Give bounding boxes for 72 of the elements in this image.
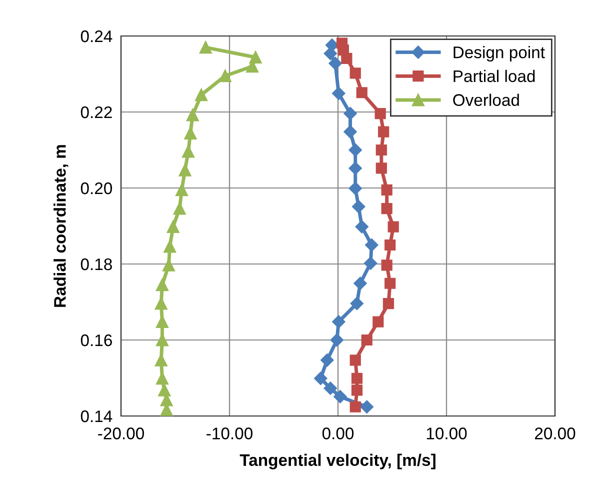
x-tick-label: -10.00 (206, 428, 252, 440)
point (324, 46, 337, 60)
point (344, 125, 357, 138)
point (384, 278, 396, 289)
point (365, 238, 378, 252)
point (184, 127, 197, 140)
point (332, 86, 346, 100)
point (324, 382, 337, 395)
y-tick-label: 0.18 (80, 258, 112, 270)
legend-label: Partial load (454, 70, 535, 82)
x-tick-label: 10.00 (426, 428, 467, 440)
x-tick-label: 20.00 (534, 428, 576, 440)
point (348, 162, 362, 175)
point (351, 384, 363, 396)
point (372, 316, 384, 328)
y-tick-label: 0.20 (80, 182, 112, 194)
point (156, 316, 168, 328)
y-tick-label: 0.14 (80, 410, 112, 422)
legend-label: Design point (454, 46, 545, 62)
point (154, 297, 168, 310)
legend-label: Overload (453, 94, 519, 106)
point (381, 184, 392, 196)
point (158, 384, 171, 396)
point (199, 41, 212, 54)
point (381, 260, 392, 271)
point (364, 256, 378, 270)
point (218, 70, 232, 82)
point (388, 221, 399, 232)
point (328, 56, 342, 70)
y-tick-label: 0.22 (80, 106, 112, 118)
y-tick-label: 0.16 (80, 334, 112, 346)
point (341, 52, 352, 64)
point (350, 401, 361, 412)
point (344, 106, 357, 120)
point (356, 87, 368, 98)
point (374, 108, 386, 120)
point (378, 126, 390, 138)
x-tick-label: 0.00 (322, 428, 354, 440)
point (384, 239, 396, 251)
point (381, 202, 392, 214)
point (334, 390, 347, 404)
point (332, 315, 346, 328)
point (350, 68, 361, 79)
point (351, 372, 363, 384)
point (382, 298, 394, 310)
x-axis-title: Tangential velocity, [m/s] (240, 454, 436, 470)
point (164, 240, 176, 253)
point (166, 220, 180, 234)
point (176, 184, 188, 196)
point (156, 278, 168, 292)
point (195, 88, 208, 102)
point (348, 143, 362, 157)
y-axis-title: Radial coordinate, m (54, 145, 68, 307)
point (314, 372, 328, 385)
point (320, 354, 334, 367)
point (350, 354, 361, 366)
point (360, 400, 374, 414)
y-tick-label: 0.24 (80, 30, 112, 42)
point (173, 202, 186, 215)
point (182, 145, 195, 158)
point (355, 220, 368, 234)
point (178, 164, 192, 176)
point (376, 144, 387, 156)
point (376, 162, 387, 174)
point (348, 182, 362, 195)
point (361, 334, 372, 346)
point (352, 200, 366, 214)
point (330, 333, 344, 347)
x-tick-label: -20.00 (98, 428, 144, 440)
point (354, 276, 367, 290)
point (350, 296, 364, 310)
point (186, 108, 199, 122)
